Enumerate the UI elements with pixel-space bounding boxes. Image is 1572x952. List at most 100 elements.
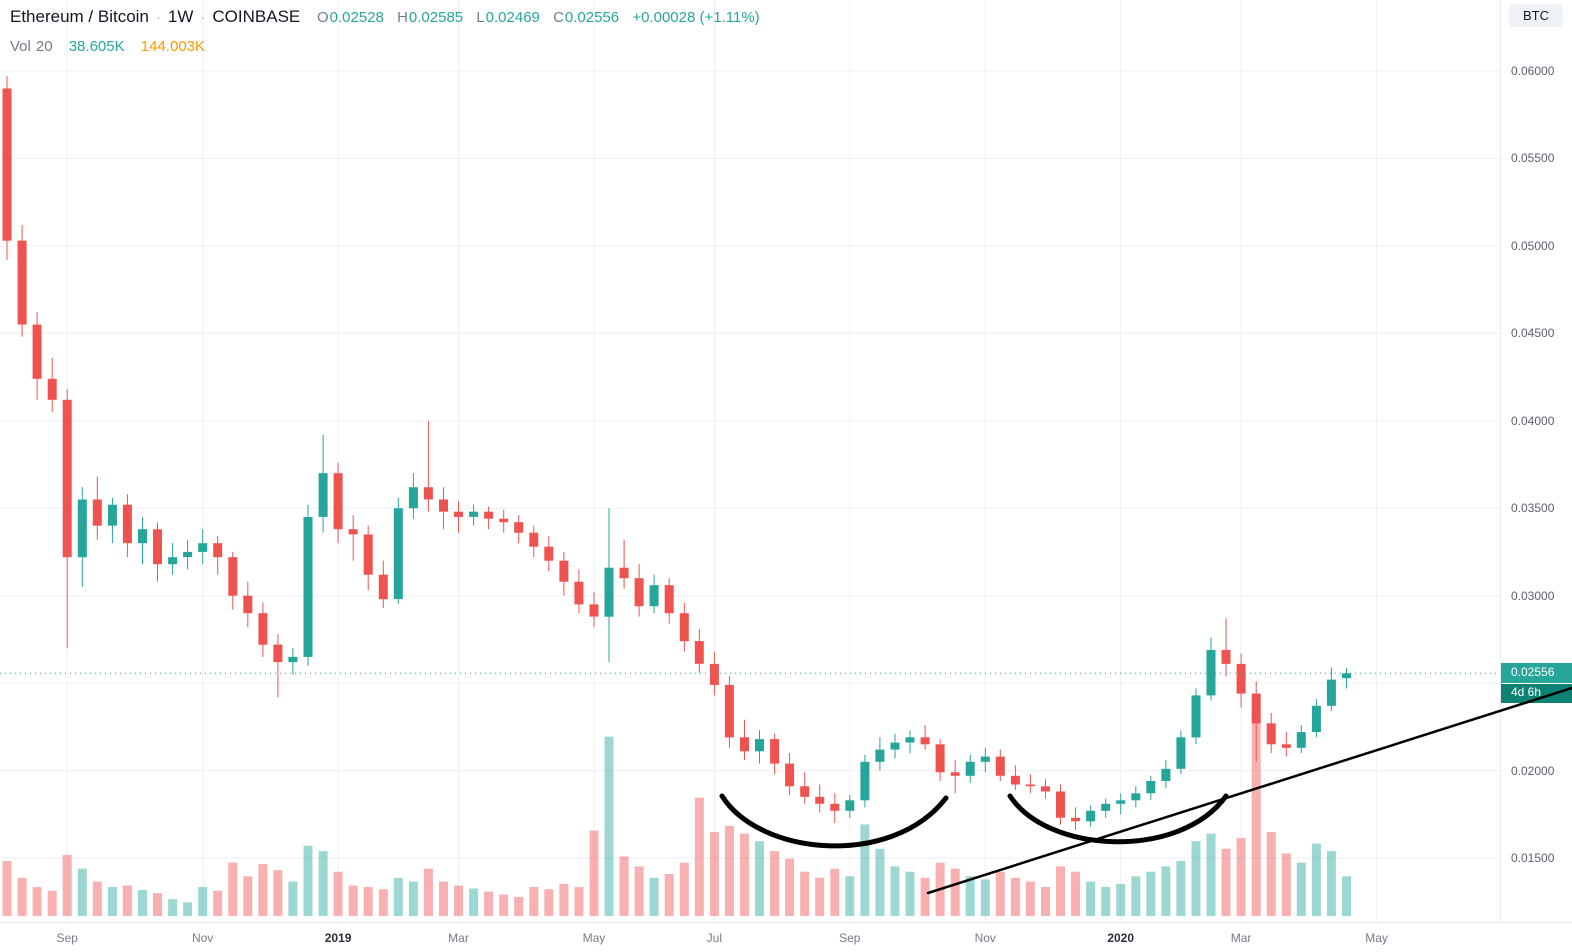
candle-body [980, 756, 990, 762]
time-tick-label: Mar [448, 931, 469, 945]
candle-body [860, 761, 870, 801]
volume-bar [1311, 843, 1321, 916]
volume-bar [724, 825, 734, 916]
volume-bar [2, 861, 12, 916]
volume-bar [980, 879, 990, 916]
candle-body [62, 399, 72, 558]
candle-body [830, 803, 840, 811]
interval-label[interactable]: 1W [167, 7, 194, 26]
candle-body [2, 88, 12, 241]
volume-bar [860, 824, 870, 916]
candle-body [273, 644, 283, 663]
candle-body [1251, 693, 1261, 724]
candle-body [935, 744, 945, 773]
volume-bar [920, 877, 930, 916]
candle-body [1266, 723, 1276, 745]
separator-dot: · [200, 9, 206, 26]
candle-body [484, 511, 494, 519]
candle-body [439, 499, 448, 512]
volume-bar [138, 890, 147, 916]
candle-body [228, 557, 238, 596]
volume-bar [408, 881, 418, 916]
candle-body [815, 796, 825, 804]
volume-bar [1266, 832, 1276, 916]
volume-bar [1086, 881, 1096, 916]
candle-body [333, 473, 343, 530]
candle-body [213, 543, 223, 558]
candle-body [168, 557, 178, 565]
volume-bar [77, 868, 87, 916]
volume-bar [574, 887, 584, 916]
volume-bar [649, 877, 659, 916]
candle-body [303, 517, 313, 657]
candle-body [1101, 803, 1111, 811]
time-tick-label: Sep [56, 931, 78, 945]
volume-bar [694, 797, 704, 916]
volume-bar [619, 856, 629, 916]
volume-indicator-label[interactable]: Vol [10, 38, 31, 55]
candle-body [905, 737, 915, 743]
candle-body [634, 578, 644, 607]
volume-bar [107, 887, 117, 916]
volume-bar [1161, 866, 1171, 916]
candle-body [454, 511, 463, 517]
candle-body [619, 567, 629, 579]
volume-bar [875, 848, 885, 916]
volume-bar [935, 862, 945, 916]
chart-legend: Ethereum / Bitcoin · 1W · COINBASE O0.02528 … [10, 7, 760, 55]
volume-bar [529, 887, 539, 916]
volume-bar [454, 885, 463, 916]
candle-body [574, 581, 584, 605]
volume-bar [589, 830, 599, 916]
candle-body [1131, 793, 1141, 801]
volume-bar [1116, 883, 1126, 916]
currency-toggle-button[interactable]: BTC [1509, 4, 1563, 27]
candle-body [258, 613, 268, 645]
price-tick-label: 0.04500 [1511, 326, 1555, 341]
symbol-row: Ethereum / Bitcoin · 1W · COINBASE O0.02528 … [10, 7, 760, 27]
candle-body [17, 240, 27, 325]
exchange-label[interactable]: COINBASE [212, 7, 301, 26]
price-tick-label: 0.06000 [1511, 64, 1555, 78]
price-axis[interactable]: BTC 0.02556 4d 6h 0.06000 0.05500 0.05000 0… [1500, 0, 1572, 922]
time-tick-label: Nov [974, 931, 996, 945]
candle-body [845, 800, 855, 811]
candle-body [1071, 817, 1080, 822]
candle-body [1161, 768, 1171, 781]
time-axis[interactable]: Sep Nov 2019 Mar May Jul Sep Nov 2020 Mar May [0, 922, 1572, 952]
volume-bar [228, 862, 238, 916]
volume-bar [815, 877, 825, 916]
candle-body [122, 504, 132, 544]
volume-bar [1296, 862, 1306, 916]
candle-body [920, 737, 930, 745]
candle-body [755, 739, 764, 752]
volume-bar [1071, 871, 1080, 916]
volume-bar [800, 871, 810, 916]
symbol-title[interactable]: Ethereum / Bitcoin [10, 7, 149, 26]
volume-bar [153, 893, 162, 916]
candle-body [1146, 781, 1156, 794]
volume-bar [1101, 887, 1111, 916]
candle-body [529, 532, 539, 547]
volume-bar [1281, 853, 1291, 916]
volume-bar [258, 864, 268, 916]
volume-bar [122, 885, 132, 916]
candle-body [1281, 744, 1291, 748]
volume-bar [303, 845, 313, 916]
volume-bar [32, 887, 42, 916]
ohlc-readout: O0.02528 H0.02585 L0.02469 C0.02556 [317, 9, 623, 26]
volume-bar [47, 890, 57, 916]
candle-body [318, 473, 328, 517]
candle-body [604, 567, 614, 617]
open-value: 0.02528 [329, 9, 384, 26]
candle-body [559, 560, 569, 582]
candle-body [709, 663, 719, 685]
time-tick-label: Jul [706, 931, 723, 945]
candle-body [1025, 784, 1035, 787]
candle-body [514, 522, 524, 533]
volume-current-value: 38.605K [68, 38, 125, 55]
volume-bar [363, 887, 373, 916]
volume-bar [1176, 861, 1186, 916]
candle-body [664, 585, 674, 614]
